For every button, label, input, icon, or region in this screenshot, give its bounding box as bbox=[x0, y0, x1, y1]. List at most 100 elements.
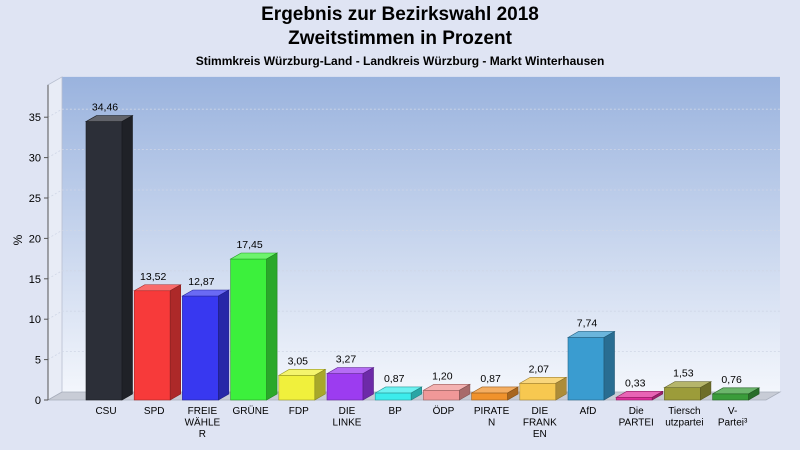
chart-region-subtitle: Stimmkreis Würzburg-Land - Landkreis Wür… bbox=[195, 54, 605, 68]
x-tick-label: N bbox=[488, 418, 495, 429]
x-tick-label: EN bbox=[533, 429, 547, 440]
gridline bbox=[47, 229, 780, 239]
y-tick-label: 20 bbox=[29, 233, 41, 245]
gridline bbox=[47, 149, 780, 158]
x-tick-label: AfD bbox=[580, 406, 597, 417]
x-tick-label: utzpartei bbox=[665, 418, 703, 429]
x-tick-label: BP bbox=[389, 406, 403, 417]
x-tick-label: PARTEI bbox=[619, 418, 654, 429]
bar bbox=[663, 381, 713, 401]
bar-side bbox=[218, 289, 230, 401]
bar-front bbox=[615, 397, 653, 401]
bar-side bbox=[603, 330, 615, 401]
bar-side bbox=[266, 252, 278, 401]
data-label: 1,53 bbox=[673, 368, 694, 380]
data-label: 0,76 bbox=[721, 374, 742, 386]
bar-side bbox=[459, 383, 471, 401]
gridlines bbox=[47, 108, 780, 360]
bar-side bbox=[555, 376, 567, 401]
y-axis-label: % bbox=[11, 234, 25, 245]
data-label: 0,87 bbox=[384, 373, 405, 385]
x-tick-label: Partei³ bbox=[718, 418, 748, 429]
x-tick-label: R bbox=[199, 429, 206, 440]
x-tick-label: CSU bbox=[95, 406, 116, 417]
data-label: 12,87 bbox=[188, 276, 214, 288]
data-label: 3,05 bbox=[288, 355, 309, 367]
x-tick-label: PIRATE bbox=[474, 406, 510, 417]
bar bbox=[229, 252, 279, 401]
y-tick-label: 10 bbox=[29, 314, 41, 326]
data-label: 13,52 bbox=[140, 271, 166, 283]
bar bbox=[422, 383, 472, 401]
x-tick-label: V- bbox=[728, 406, 737, 417]
bar bbox=[518, 376, 568, 401]
gridline bbox=[47, 270, 780, 280]
y-tick-label: 35 bbox=[29, 112, 41, 124]
chart-subtitle: Zweitstimmen in Prozent bbox=[288, 28, 512, 49]
bar-front bbox=[567, 337, 605, 401]
data-label: 7,74 bbox=[577, 317, 598, 329]
bars bbox=[84, 115, 761, 401]
chart-title: Ergebnis zur Bezirkswahl 2018 bbox=[261, 4, 539, 25]
data-label: 0,87 bbox=[480, 373, 501, 385]
x-tick-label: FRANK bbox=[523, 418, 557, 429]
bar-front bbox=[230, 258, 267, 401]
x-tick-label: DIE bbox=[339, 406, 356, 417]
bar-front bbox=[374, 392, 412, 401]
gridline bbox=[47, 351, 780, 360]
plot-back-wall bbox=[62, 76, 780, 392]
bar-front bbox=[423, 390, 460, 401]
bar-front bbox=[519, 382, 557, 401]
data-label: 3,27 bbox=[336, 354, 357, 366]
bar bbox=[325, 367, 375, 401]
plot-side-wall bbox=[47, 76, 63, 401]
x-tick-label: Tiersch bbox=[668, 406, 700, 417]
bar-side bbox=[410, 386, 423, 401]
gridline bbox=[47, 310, 780, 320]
bar-front bbox=[471, 392, 508, 401]
bar-front bbox=[278, 375, 316, 401]
data-label: 0,33 bbox=[625, 377, 646, 389]
bar-front bbox=[712, 393, 749, 401]
bar bbox=[615, 390, 664, 401]
bar-front bbox=[664, 387, 701, 401]
gridline bbox=[47, 108, 780, 118]
bar-side bbox=[651, 390, 664, 401]
x-tick-label: FREIE bbox=[188, 406, 218, 417]
bar-front bbox=[182, 295, 219, 401]
bar-side bbox=[362, 367, 374, 401]
x-tick-label: SPD bbox=[144, 406, 165, 417]
bar-front bbox=[133, 290, 171, 401]
x-tick-label: WÄHLE bbox=[185, 417, 221, 429]
bar-side bbox=[748, 387, 760, 401]
x-tick-label: DIE bbox=[531, 406, 548, 417]
x-tick-label: Die bbox=[629, 406, 644, 417]
x-tick-label: LINKE bbox=[333, 418, 362, 429]
bar-front bbox=[85, 121, 123, 401]
x-tick-label: GRÜNE bbox=[233, 405, 269, 417]
data-label: 2,07 bbox=[529, 363, 550, 375]
y-tick-label: 30 bbox=[29, 153, 41, 165]
bar bbox=[711, 387, 761, 401]
bar bbox=[133, 284, 182, 401]
y-tick-label: 5 bbox=[35, 355, 41, 367]
bar bbox=[181, 289, 231, 401]
y-tick-label: 0 bbox=[35, 395, 41, 407]
bar-side bbox=[507, 386, 519, 401]
data-label: 34,46 bbox=[92, 102, 118, 114]
bar bbox=[470, 386, 520, 401]
bar-side bbox=[121, 115, 133, 401]
bar bbox=[84, 115, 134, 401]
bar bbox=[566, 330, 616, 401]
bar-side bbox=[169, 284, 181, 401]
bar bbox=[374, 386, 423, 401]
bar-side bbox=[314, 368, 326, 401]
y-tick-label: 15 bbox=[29, 274, 41, 286]
y-tick-label: 25 bbox=[29, 193, 41, 205]
bar-front bbox=[326, 373, 364, 401]
x-tick-label: FDP bbox=[289, 406, 309, 417]
bar bbox=[277, 368, 327, 401]
gridline bbox=[47, 189, 780, 199]
